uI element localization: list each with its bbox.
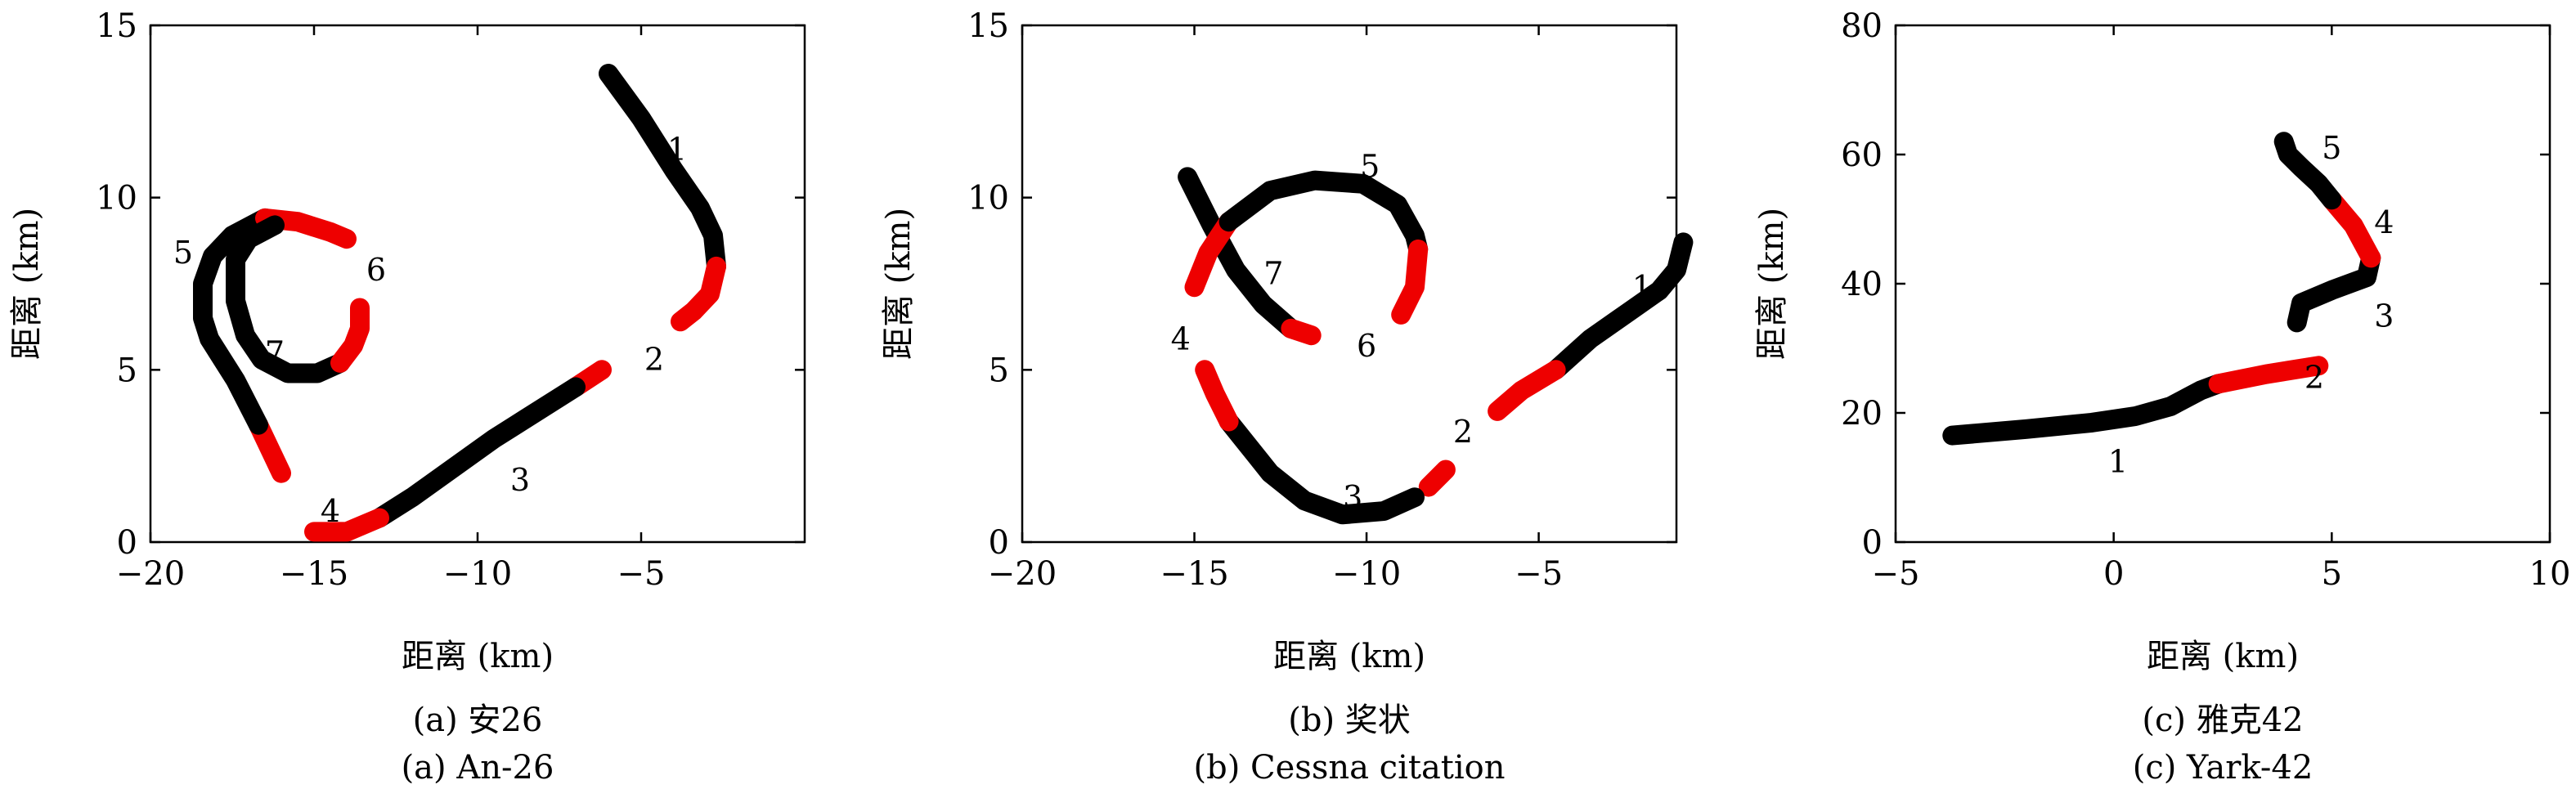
xtick-label-a-1: −15 [280, 555, 348, 593]
segment-label-a-1: 2 [644, 342, 664, 378]
segment-label-b-5: 6 [1357, 328, 1376, 364]
xtick-label-a-2: −10 [443, 555, 512, 593]
ytick-label-b-3: 15 [967, 7, 1009, 45]
segment-label-a-3: 4 [321, 493, 340, 529]
segment-label-c-0: 1 [2108, 443, 2128, 479]
ytick-label-a-3: 15 [96, 7, 137, 45]
ytick-label-c-3: 60 [1841, 137, 1883, 174]
segment-label-a-4: 5 [173, 235, 193, 271]
caption-b-en: (b) Cessna citation [1193, 749, 1505, 787]
panel-b: −20 −15 −10 −5 0 5 10 15 1 2 3 4 5 6 7 距离 (km) 距离 (km)… [880, 7, 1694, 787]
track-segment-a-9 [330, 298, 370, 373]
track-segment-a-4 [304, 508, 389, 542]
ytick-label-a-1: 5 [117, 352, 137, 389]
caption-a-en: (a) An-26 [402, 749, 554, 787]
segment-label-c-4: 5 [2322, 130, 2341, 166]
segment-label-c-1: 2 [2304, 360, 2324, 396]
track-segment-a-6 [193, 208, 275, 435]
track-segment-b-5 [1178, 167, 1301, 338]
xtick-label-c-3: 10 [2529, 555, 2571, 593]
caption-c-cn: (c) 雅克42 [2142, 702, 2303, 739]
track-segment-b-3 [1218, 411, 1425, 525]
xlabel-c: 距离 (km) [2147, 638, 2299, 675]
track-segment-a-0 [599, 64, 726, 276]
segment-label-b-4: 5 [1360, 149, 1380, 185]
track-segment-b-4 [1195, 360, 1239, 432]
segment-label-c-2: 3 [2374, 298, 2394, 334]
track-segment-b-8 [1218, 170, 1429, 259]
segment-label-b-1: 2 [1453, 414, 1473, 450]
plot-frame-b [1021, 24, 1678, 544]
xtick-label-c-2: 5 [2322, 555, 2342, 593]
segment-label-b-3: 4 [1171, 321, 1191, 356]
ytick-label-b-1: 5 [989, 352, 1009, 389]
plot-area-a: −20 −15 −10 −5 0 5 10 15 1 2 3 4 5 6 7 [96, 7, 805, 593]
segment-label-a-0: 1 [667, 132, 687, 168]
track-segment-b-6 [1281, 318, 1322, 346]
ylabel-a: 距离 (km) [8, 208, 46, 360]
track-segment-a-8 [226, 215, 350, 383]
xtick-label-b-3: −5 [1515, 555, 1563, 593]
segment-label-b-2: 3 [1343, 479, 1362, 515]
ylabel-b: 距离 (km) [880, 208, 918, 360]
ytick-label-c-1: 20 [1841, 395, 1883, 433]
xtick-label-b-0: −20 [988, 555, 1057, 593]
track-segment-b-9 [1391, 239, 1429, 325]
ytick-label-b-0: 0 [989, 524, 1009, 562]
ytick-label-c-0: 0 [1862, 524, 1883, 562]
caption-c-en: (c) Yark-42 [2133, 749, 2313, 787]
plot-area-b: −20 −15 −10 −5 0 5 10 15 1 2 3 4 5 6 7 [967, 7, 1694, 593]
track-segment-b-7 [1184, 212, 1239, 298]
track-segment-c-1 [2208, 356, 2329, 394]
track-segment-b-0 [1546, 232, 1694, 380]
xlabel-b: 距离 (km) [1273, 638, 1425, 675]
segment-label-b-6: 7 [1263, 255, 1283, 291]
track-segment-a-3 [370, 377, 586, 528]
ytick-label-b-2: 10 [967, 180, 1009, 217]
segment-label-a-5: 6 [366, 252, 386, 288]
track-segment-b-2 [1418, 460, 1456, 497]
xtick-label-b-1: −15 [1160, 555, 1228, 593]
track-segment-c-3 [2322, 190, 2381, 268]
ytick-label-a-2: 10 [96, 180, 137, 217]
xlabel-a: 距离 (km) [402, 638, 554, 675]
segment-label-a-6: 7 [265, 334, 285, 370]
plot-frame-c [1894, 24, 2551, 544]
track-segment-a-1 [671, 256, 726, 332]
segment-label-a-2: 3 [510, 462, 530, 498]
ytick-label-a-0: 0 [117, 524, 137, 562]
track-segment-c-4 [2273, 132, 2342, 210]
track-segment-b-1 [1488, 360, 1566, 421]
panel-a: −20 −15 −10 −5 0 5 10 15 1 2 3 4 5 6 7 距离 (km) 距离 (km)… [8, 7, 806, 787]
xtick-label-c-0: −5 [1872, 555, 1920, 593]
caption-a-cn: (a) 安26 [413, 702, 543, 739]
xtick-label-b-2: −10 [1332, 555, 1401, 593]
xtick-label-a-3: −5 [617, 555, 666, 593]
track-segment-c-0 [1942, 374, 2228, 446]
ytick-label-c-4: 80 [1841, 7, 1883, 45]
ytick-label-c-2: 40 [1841, 266, 1883, 303]
xtick-label-a-0: −20 [116, 555, 185, 593]
segment-label-b-0: 1 [1632, 269, 1652, 305]
xtick-label-c-1: 0 [2103, 555, 2124, 593]
segment-label-c-3: 4 [2374, 204, 2394, 240]
ylabel-c: 距离 (km) [1753, 208, 1791, 360]
track-segment-c-2 [2287, 248, 2381, 333]
caption-b-cn: (b) 奖状 [1288, 702, 1411, 739]
